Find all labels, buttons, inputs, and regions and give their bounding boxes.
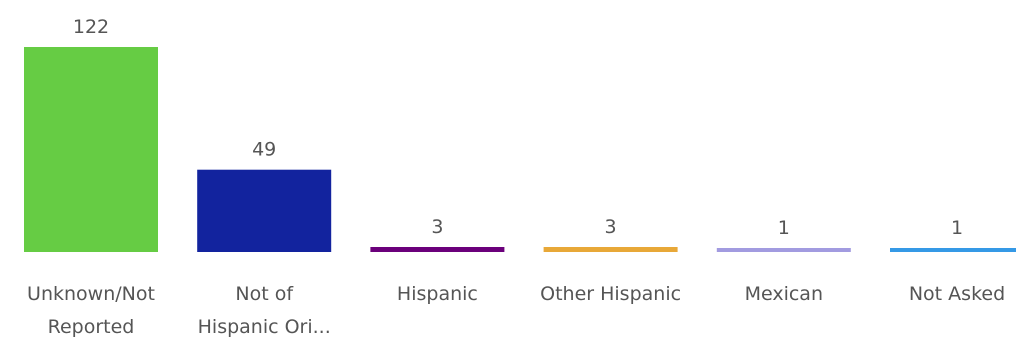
bar-value-label-0: 122	[73, 16, 109, 38]
bar-1[interactable]	[197, 169, 332, 252]
bar-0[interactable]	[24, 47, 158, 252]
bar-2[interactable]	[370, 247, 505, 252]
category-label-5: Not Asked	[909, 283, 1005, 305]
bar-value-label-3: 3	[605, 216, 617, 238]
bar-value-label-5: 1	[951, 217, 963, 239]
category-label-1: Not of Hispanic Ori...	[198, 283, 331, 338]
category-label-line: Hispanic	[397, 283, 478, 305]
category-label-line: Not of	[235, 283, 294, 305]
category-label-4: Mexican	[745, 283, 823, 305]
category-label-3: Other Hispanic	[540, 283, 681, 305]
bar-3[interactable]	[543, 247, 678, 252]
bar-5[interactable]	[890, 248, 1016, 252]
category-label-line: Not Asked	[909, 283, 1005, 305]
bar-value-label-4: 1	[778, 217, 790, 239]
category-label-line: Other Hispanic	[540, 283, 681, 305]
bar-4[interactable]	[716, 248, 851, 252]
category-label-line: Mexican	[745, 283, 823, 305]
bar-value-label-1: 49	[252, 139, 276, 161]
category-label-0: Unknown/Not Reported	[27, 283, 155, 338]
category-label-line: Hispanic Ori...	[198, 316, 331, 338]
category-label-line: Unknown/Not	[27, 283, 155, 305]
bar-value-label-2: 3	[431, 216, 443, 238]
category-label-2: Hispanic	[397, 283, 478, 305]
category-label-line: Reported	[48, 316, 135, 338]
